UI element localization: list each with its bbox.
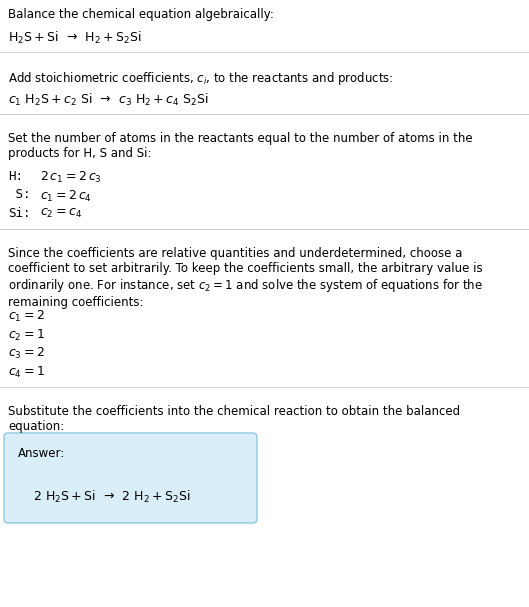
Text: $2\ \mathsf{H_2S + Si}$  →  $2\ \mathsf{H_2 + S_2Si}$: $2\ \mathsf{H_2S + Si}$ → $2\ \mathsf{H_…	[33, 489, 190, 505]
Text: $2\,c_1 = 2\,c_3$: $2\,c_1 = 2\,c_3$	[40, 170, 102, 185]
Text: Since the coefficients are relative quantities and underdetermined, choose a
coe: Since the coefficients are relative quan…	[8, 247, 483, 310]
FancyBboxPatch shape	[4, 433, 257, 523]
Text: S:: S:	[8, 189, 31, 202]
Text: $c_1 = 2\,c_4$: $c_1 = 2\,c_4$	[40, 189, 92, 203]
Text: Set the number of atoms in the reactants equal to the number of atoms in the
pro: Set the number of atoms in the reactants…	[8, 132, 472, 160]
Text: $\mathsf{H_2S + Si}$  →  $\mathsf{H_2 + S_2Si}$: $\mathsf{H_2S + Si}$ → $\mathsf{H_2 + S_…	[8, 30, 141, 46]
Text: Add stoichiometric coefficients, $c_i$, to the reactants and products:: Add stoichiometric coefficients, $c_i$, …	[8, 70, 394, 87]
Text: $c_2 = 1$: $c_2 = 1$	[8, 328, 45, 342]
Text: Si:: Si:	[8, 207, 31, 220]
Text: $c_2 = c_4$: $c_2 = c_4$	[40, 207, 82, 220]
Text: H:: H:	[8, 170, 23, 183]
Text: $c_4 = 1$: $c_4 = 1$	[8, 364, 45, 379]
Text: $c_1 = 2$: $c_1 = 2$	[8, 309, 45, 324]
Text: $c_1\ \mathsf{H_2S}+c_2\ \mathsf{Si}$  →  $c_3\ \mathsf{H_2}+c_4\ \mathsf{S_2Si}: $c_1\ \mathsf{H_2S}+c_2\ \mathsf{Si}$ → …	[8, 92, 209, 108]
Text: Substitute the coefficients into the chemical reaction to obtain the balanced
eq: Substitute the coefficients into the che…	[8, 405, 460, 433]
Text: $c_3 = 2$: $c_3 = 2$	[8, 346, 45, 361]
Text: Balance the chemical equation algebraically:: Balance the chemical equation algebraica…	[8, 8, 274, 21]
Text: Answer:: Answer:	[18, 447, 65, 460]
